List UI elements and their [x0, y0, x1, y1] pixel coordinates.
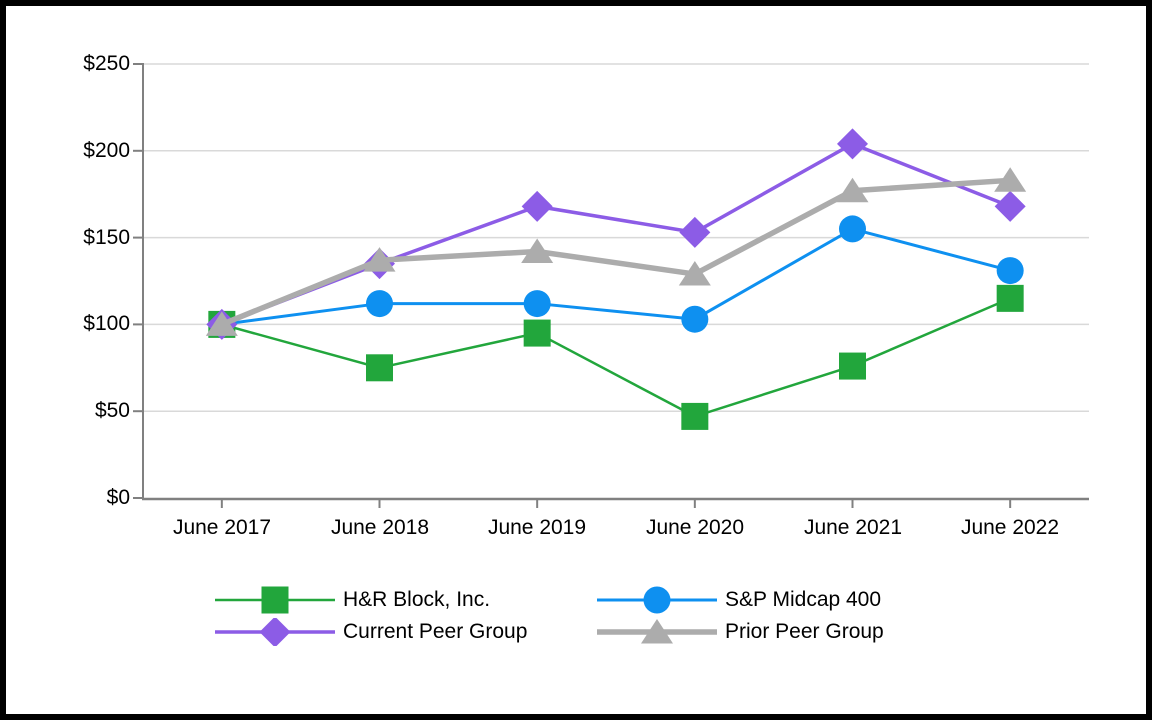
y-axis-label: $200 — [83, 139, 130, 162]
legend-label: Prior Peer Group — [725, 620, 884, 643]
y-axis-label: $250 — [83, 52, 130, 75]
x-axis-label: June 2018 — [330, 516, 430, 539]
legend-circle-marker-icon — [597, 586, 717, 614]
x-axis-label: June 2022 — [960, 516, 1060, 539]
series-h-r-block-inc- — [208, 284, 1024, 430]
legend-label: Current Peer Group — [343, 620, 528, 643]
y-axis-label: $50 — [94, 399, 130, 422]
y-axis-label: $100 — [83, 312, 130, 335]
x-axis-label: June 2021 — [803, 516, 903, 539]
y-axis-label: $0 — [106, 486, 130, 509]
series-s-p-midcap-400 — [208, 215, 1024, 338]
x-axis-label: June 2019 — [487, 516, 587, 539]
legend-item-sp-midcap-400: S&P Midcap 400 — [597, 585, 881, 615]
x-axis-label: June 2017 — [172, 516, 272, 539]
x-axis-label: June 2020 — [645, 516, 745, 539]
legend-label: H&R Block, Inc. — [343, 588, 491, 611]
legend-item-current-peer-group: Current Peer Group — [215, 616, 528, 648]
legend-item-prior-peer-group: Prior Peer Group — [597, 617, 884, 647]
series-prior-peer-group — [205, 167, 1027, 336]
series-current-peer-group — [206, 128, 1026, 340]
legend-triangle-marker-icon — [597, 618, 717, 646]
legend-item-hr-block: H&R Block, Inc. — [215, 585, 490, 615]
legend-diamond-marker-icon — [215, 616, 335, 648]
legend-label: S&P Midcap 400 — [725, 588, 882, 611]
legend-square-marker-icon — [215, 586, 335, 614]
y-axis-label: $150 — [83, 226, 130, 249]
